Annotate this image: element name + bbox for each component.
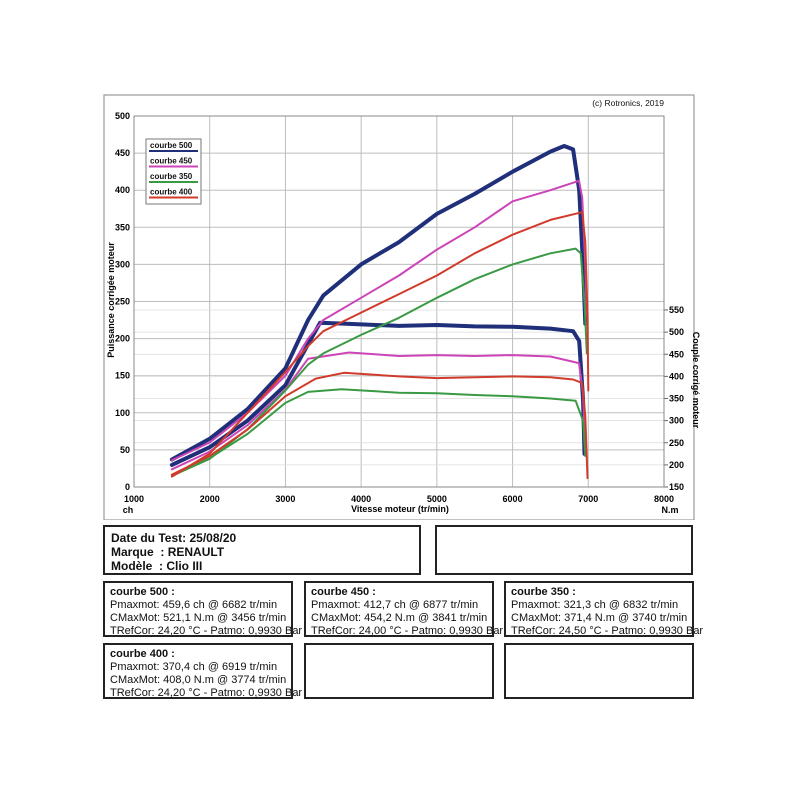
- x-tick-label: 2000: [200, 494, 220, 504]
- result-cmax: CMaxMot: 521,1 N.m @ 3456 tr/min: [110, 612, 287, 624]
- dyno-chart: (c) Rotronics, 2019 1000 2000 3000 4000 5000…: [103, 94, 701, 520]
- copyright-text: (c) Rotronics, 2019: [592, 98, 664, 108]
- result-cmax: CMaxMot: 371,4 N.m @ 3740 tr/min: [511, 612, 688, 624]
- result-title: courbe 400 :: [110, 648, 175, 660]
- x-tick-label: 1000: [124, 494, 144, 504]
- y-right-tick-label: 500: [669, 327, 684, 337]
- y-axis-label-left: Puissance corrigée moteur: [106, 242, 116, 358]
- y-right-tick-label: 200: [669, 460, 684, 470]
- empty-info-box: [435, 525, 693, 575]
- x-tick-label: 5000: [427, 494, 447, 504]
- empty-result-box: [504, 643, 694, 699]
- courbe-500-power-line: [169, 144, 588, 462]
- y-right-tick-label: 550: [669, 305, 684, 315]
- empty-result-box: [304, 643, 494, 699]
- y-right-tick-label: 450: [669, 349, 684, 359]
- y-left-tick-label: 500: [115, 111, 130, 121]
- result-title: courbe 450 :: [311, 586, 376, 598]
- model-value: Clio III: [166, 559, 203, 573]
- result-title: courbe 350 :: [511, 586, 576, 598]
- test-info-box: Date du Test: 25/08/20 Marque : RENAULT …: [103, 525, 421, 575]
- test-date-row: Date du Test: 25/08/20: [111, 531, 413, 545]
- x-tick-label: 8000: [654, 494, 674, 504]
- y-left-tick-label: 200: [115, 334, 130, 344]
- x-tick-label: 7000: [578, 494, 598, 504]
- test-date-value: 25/08/20: [189, 531, 237, 545]
- courbe-500-torque-line: [169, 320, 587, 467]
- curves: [169, 144, 590, 480]
- result-title: courbe 500 :: [110, 586, 175, 598]
- courbe-350-power-line: [170, 247, 588, 477]
- result-pmax: Pmaxmot: 370,4 ch @ 6919 tr/min: [110, 661, 278, 673]
- y-axis-label-right: Couple corrigé moteur: [691, 332, 701, 429]
- y-left-tick-label: 350: [115, 222, 130, 232]
- result-box-400: courbe 400 : Pmaxmot: 370,4 ch @ 6919 tr…: [103, 643, 303, 699]
- y-right-tick-label: 400: [669, 371, 684, 381]
- y-left-tick-label: 250: [115, 297, 130, 307]
- legend-label: courbe 450: [150, 157, 193, 166]
- result-pmax: Pmaxmot: 321,3 ch @ 6832 tr/min: [511, 599, 679, 611]
- y-left-tick-label: 300: [115, 259, 130, 269]
- y-left-tick-label: 150: [115, 371, 130, 381]
- result-box-450: courbe 450 : Pmaxmot: 412,7 ch @ 6877 tr…: [304, 581, 504, 637]
- result-cmax: CMaxMot: 454,2 N.m @ 3841 tr/min: [311, 612, 488, 624]
- model-row: Modèle : Clio III: [111, 559, 203, 573]
- result-pmax: Pmaxmot: 412,7 ch @ 6877 tr/min: [311, 599, 479, 611]
- axes: 1000 2000 3000 4000 5000 6000 7000 8000 0 50 100 15…: [115, 111, 684, 504]
- x-axis-unit-left: ch: [123, 505, 134, 515]
- y-right-tick-label: 250: [669, 438, 684, 448]
- result-cmax: CMaxMot: 408,0 N.m @ 3774 tr/min: [110, 674, 287, 686]
- x-axis-unit-right: N.m: [661, 505, 678, 515]
- result-tref: TRefCor: 24,20 °C - Patmo: 0,9930 Bar: [110, 625, 303, 637]
- test-date-label: Date du Test:: [111, 531, 187, 545]
- y-right-tick-label: 300: [669, 416, 684, 426]
- result-box-350: courbe 350 : Pmaxmot: 321,3 ch @ 6832 tr…: [504, 581, 704, 637]
- courbe-450-power-line: [170, 179, 588, 462]
- y-left-tick-label: 0: [125, 482, 130, 492]
- x-tick-label: 6000: [503, 494, 523, 504]
- model-label: Modèle: [111, 559, 153, 573]
- brand-row: Marque : RENAULT: [111, 545, 225, 559]
- result-pmax: Pmaxmot: 459,6 ch @ 6682 tr/min: [110, 599, 278, 611]
- y-right-tick-label: 350: [669, 394, 684, 404]
- brand-label: Marque: [111, 545, 154, 559]
- result-box-500: courbe 500 : Pmaxmot: 459,6 ch @ 6682 tr…: [103, 581, 303, 637]
- y-left-tick-label: 100: [115, 408, 130, 418]
- legend-label: courbe 400: [150, 188, 193, 197]
- courbe-450-torque-line: [170, 351, 587, 471]
- x-tick-label: 3000: [275, 494, 295, 504]
- brand-value: RENAULT: [167, 545, 225, 559]
- y-right-tick-label: 150: [669, 482, 684, 492]
- legend-label: courbe 350: [150, 172, 193, 181]
- courbe-400-power-line: [170, 211, 590, 478]
- x-tick-label: 4000: [351, 494, 371, 504]
- result-tref: TRefCor: 24,20 °C - Patmo: 0,9930 Bar: [110, 687, 303, 699]
- y-left-tick-label: 450: [115, 148, 130, 158]
- y-left-tick-label: 400: [115, 185, 130, 195]
- legend-box: [145, 138, 202, 205]
- courbe-400-torque-line: [170, 371, 589, 480]
- plot-border: [133, 115, 665, 488]
- y-left-tick-label: 50: [120, 445, 130, 455]
- courbe-350-torque-line: [170, 388, 587, 477]
- legend-label: courbe 500: [150, 141, 193, 150]
- x-axis-label: Vitesse moteur (tr/min): [351, 504, 449, 514]
- legend: courbe 500 courbe 450 courbe 350 courbe 400: [145, 138, 202, 205]
- result-tref: TRefCor: 24,00 °C - Patmo: 0,9930 Bar: [311, 625, 504, 637]
- result-tref: TRefCor: 24,50 °C - Patmo: 0,9930 Bar: [511, 625, 704, 637]
